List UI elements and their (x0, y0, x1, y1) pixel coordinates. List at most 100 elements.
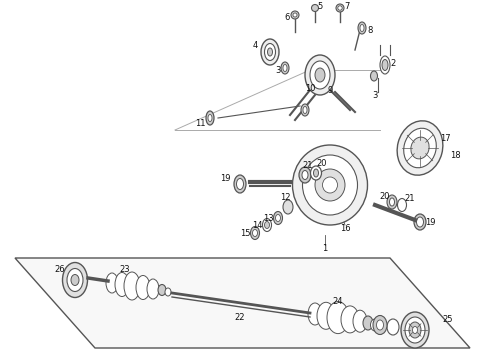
Ellipse shape (71, 274, 79, 285)
Ellipse shape (250, 226, 260, 239)
Text: 21: 21 (405, 194, 415, 202)
Ellipse shape (314, 169, 318, 177)
Ellipse shape (404, 128, 436, 168)
Ellipse shape (376, 320, 384, 330)
Ellipse shape (67, 269, 83, 292)
Circle shape (293, 13, 297, 17)
Ellipse shape (263, 219, 271, 231)
Text: 12: 12 (280, 193, 290, 202)
Text: 20: 20 (380, 192, 390, 201)
Ellipse shape (327, 302, 349, 334)
Text: 13: 13 (263, 213, 273, 222)
Polygon shape (15, 258, 470, 348)
Ellipse shape (308, 303, 322, 325)
Text: 11: 11 (195, 118, 205, 127)
Text: 24: 24 (333, 297, 343, 306)
Text: 8: 8 (368, 26, 373, 35)
Ellipse shape (358, 22, 366, 34)
Text: 14: 14 (252, 220, 262, 230)
Ellipse shape (106, 273, 118, 293)
Ellipse shape (265, 221, 270, 229)
Text: 10: 10 (305, 84, 315, 93)
Ellipse shape (411, 137, 429, 159)
Ellipse shape (401, 312, 429, 348)
Text: 3: 3 (372, 90, 378, 99)
Ellipse shape (208, 114, 212, 122)
Ellipse shape (387, 319, 399, 335)
Ellipse shape (341, 306, 359, 333)
Ellipse shape (299, 167, 311, 183)
Circle shape (338, 6, 342, 10)
Ellipse shape (370, 319, 379, 331)
Ellipse shape (373, 315, 387, 334)
Ellipse shape (360, 24, 364, 32)
Text: 6: 6 (284, 13, 290, 22)
Ellipse shape (268, 48, 272, 56)
Ellipse shape (252, 230, 258, 237)
Text: 9: 9 (327, 86, 333, 95)
Ellipse shape (234, 175, 246, 193)
Text: 25: 25 (443, 315, 453, 324)
Text: 23: 23 (120, 266, 130, 274)
Ellipse shape (261, 39, 279, 65)
Circle shape (336, 4, 344, 12)
Text: 19: 19 (220, 174, 230, 183)
Text: 1: 1 (322, 243, 328, 252)
Ellipse shape (275, 215, 280, 221)
Text: 22: 22 (235, 314, 245, 323)
Text: 16: 16 (340, 224, 350, 233)
Text: 21: 21 (303, 161, 313, 170)
Text: 4: 4 (252, 41, 258, 50)
Text: 15: 15 (240, 229, 250, 238)
Ellipse shape (397, 121, 443, 175)
Ellipse shape (397, 198, 407, 212)
Ellipse shape (147, 279, 159, 299)
Ellipse shape (405, 317, 425, 343)
Ellipse shape (303, 107, 307, 113)
Ellipse shape (414, 214, 426, 230)
Ellipse shape (380, 56, 390, 74)
Text: 26: 26 (55, 266, 65, 274)
Ellipse shape (283, 64, 287, 72)
Ellipse shape (63, 262, 88, 297)
Ellipse shape (322, 177, 338, 193)
Ellipse shape (317, 302, 335, 329)
Ellipse shape (283, 200, 293, 214)
Circle shape (291, 11, 299, 19)
Ellipse shape (390, 198, 394, 206)
Ellipse shape (273, 212, 283, 225)
Text: 3: 3 (275, 66, 281, 75)
Ellipse shape (387, 195, 397, 209)
Text: 19: 19 (425, 217, 435, 226)
Ellipse shape (409, 322, 421, 338)
Ellipse shape (315, 68, 325, 82)
Text: 20: 20 (317, 158, 327, 167)
Ellipse shape (301, 104, 309, 116)
Circle shape (312, 4, 318, 12)
Ellipse shape (281, 62, 289, 74)
Ellipse shape (310, 61, 330, 89)
Text: 5: 5 (318, 1, 322, 10)
Ellipse shape (413, 327, 417, 333)
Ellipse shape (136, 275, 150, 300)
Text: 17: 17 (440, 134, 450, 143)
Ellipse shape (293, 145, 368, 225)
Ellipse shape (311, 166, 321, 180)
Text: 7: 7 (344, 1, 350, 10)
Ellipse shape (315, 169, 345, 201)
Text: 18: 18 (450, 150, 460, 159)
Ellipse shape (416, 217, 423, 227)
Ellipse shape (206, 111, 214, 125)
Ellipse shape (382, 59, 388, 71)
Ellipse shape (124, 272, 140, 300)
Ellipse shape (302, 155, 358, 215)
Ellipse shape (370, 71, 377, 81)
Ellipse shape (305, 55, 335, 95)
Ellipse shape (237, 179, 244, 189)
Ellipse shape (302, 171, 308, 180)
Ellipse shape (353, 310, 367, 332)
Text: 2: 2 (391, 59, 395, 68)
Ellipse shape (165, 288, 171, 296)
Ellipse shape (363, 316, 373, 330)
Ellipse shape (115, 273, 129, 297)
